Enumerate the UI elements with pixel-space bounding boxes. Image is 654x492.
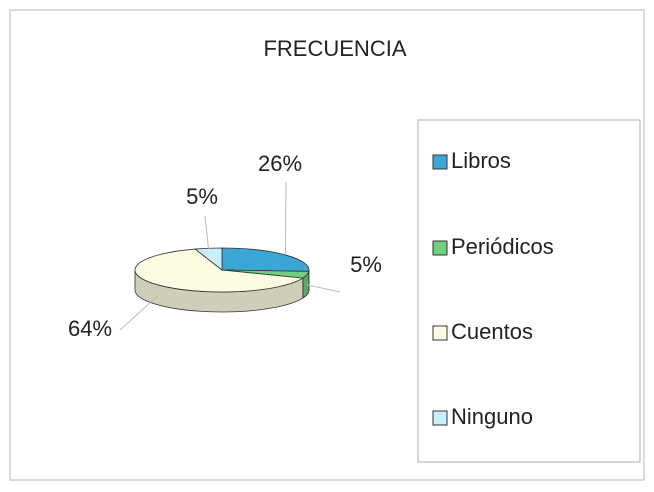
legend-swatch — [432, 410, 448, 426]
leader-line — [306, 284, 341, 293]
legend-swatch — [432, 325, 448, 341]
pie-slice — [194, 247, 223, 271]
pie-slice — [134, 248, 305, 293]
data-label: 26% — [258, 151, 302, 176]
legend-swatch — [432, 154, 448, 170]
legend-swatch — [432, 240, 448, 256]
legend-label: Ninguno — [451, 404, 533, 429]
legend-label: Cuentos — [451, 319, 533, 344]
leader-line — [119, 294, 159, 331]
data-label: 5% — [350, 252, 382, 277]
leader-line — [204, 215, 209, 249]
legend-box — [417, 119, 641, 463]
data-label: 64% — [68, 316, 112, 341]
legend-label: Libros — [451, 148, 511, 173]
chart-title: FRECUENCIA — [263, 36, 406, 61]
pie-slice — [221, 247, 310, 272]
data-label: 5% — [186, 184, 218, 209]
leader-line — [284, 181, 287, 255]
legend-label: Periódicos — [451, 234, 554, 259]
